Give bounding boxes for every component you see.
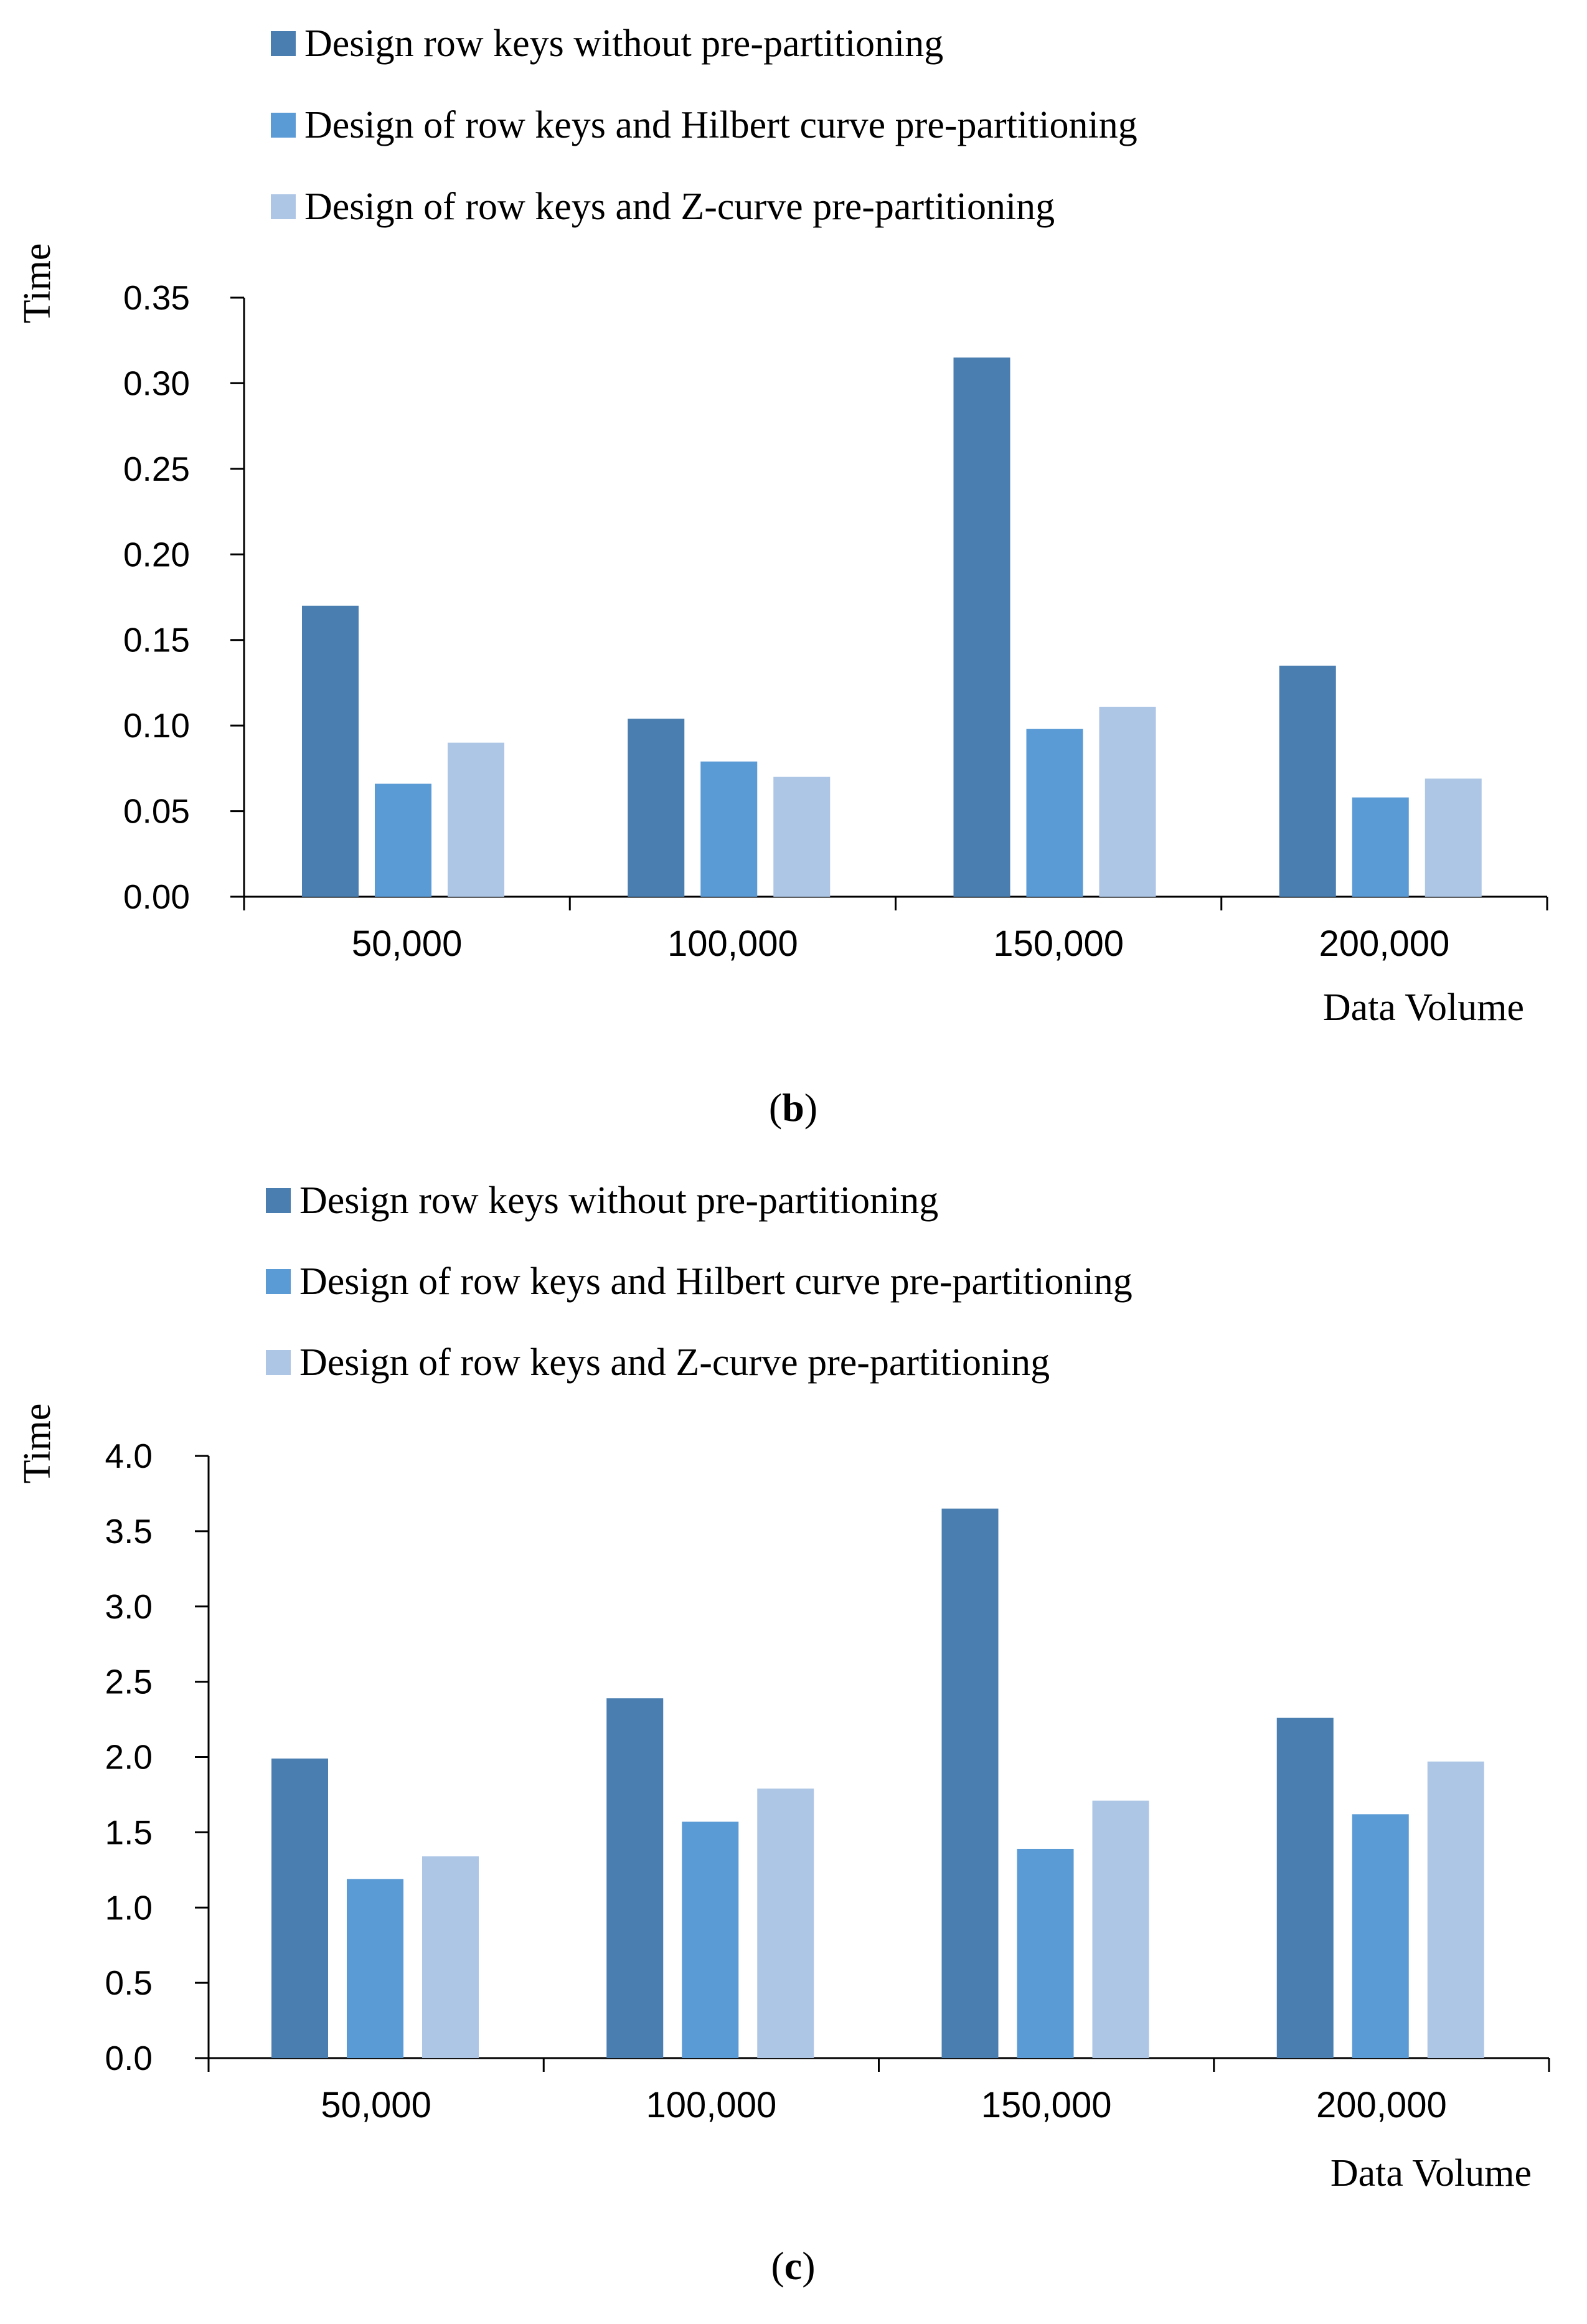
y-tick-label: 0.10 (123, 706, 190, 745)
bar (1017, 1848, 1074, 2058)
legend: Design row keys without pre-partitioning… (266, 1179, 1133, 1384)
legend-label: Design of row keys and Hilbert curve pre… (304, 104, 1137, 146)
chart-c: Design row keys without pre-partitioning… (16, 1179, 1550, 2288)
y-tick-label: 0.20 (123, 535, 190, 574)
bar (1279, 665, 1336, 897)
y-tick-label: 0.0 (105, 2039, 153, 2077)
legend: Design row keys without pre-partitioning… (271, 22, 1137, 228)
legend-swatch (271, 194, 296, 219)
y-tick-label: 0.25 (123, 450, 190, 488)
bar (700, 761, 758, 897)
legend-label: Design row keys without pre-partitioning (299, 1179, 938, 1222)
bar (302, 605, 359, 897)
bar (271, 1758, 328, 2058)
y-tick-label: 0.05 (123, 792, 190, 831)
legend-swatch (271, 31, 296, 56)
bar (757, 1788, 814, 2058)
legend-swatch (266, 1188, 291, 1213)
legend-label: Design of row keys and Hilbert curve pre… (299, 1260, 1133, 1303)
x-axis-title: Data Volume (1323, 986, 1524, 1029)
x-tick-label: 200,000 (1316, 2085, 1447, 2125)
bar (682, 1821, 739, 2058)
y-axis-title: Time (16, 1404, 59, 1484)
bar (375, 783, 431, 897)
bar (448, 742, 504, 897)
legend-swatch (266, 1269, 291, 1294)
bar (1092, 1800, 1149, 2058)
bar (1352, 1814, 1409, 2058)
caption-close: ) (802, 2244, 815, 2288)
y-tick-label: 1.5 (105, 1813, 153, 1851)
y-tick-label: 0.00 (123, 877, 190, 916)
figure-caption: (b) (769, 1085, 817, 1130)
legend-swatch (271, 113, 296, 138)
y-tick-label: 0.15 (123, 621, 190, 659)
bar (422, 1856, 479, 2058)
bar (941, 1508, 999, 2058)
caption-letter: b (782, 1085, 804, 1130)
bar (1026, 729, 1083, 897)
legend-label: Design row keys without pre-partitioning (304, 22, 943, 65)
y-tick-label: 1.0 (105, 1888, 153, 1927)
x-tick-label: 100,000 (646, 2085, 777, 2125)
figure-caption: (c) (771, 2244, 815, 2288)
caption-close: ) (804, 1085, 817, 1130)
x-tick-label: 50,000 (352, 923, 462, 964)
y-axis-title: Time (16, 243, 59, 324)
bar (606, 1698, 664, 2058)
x-tick-label: 150,000 (981, 2085, 1112, 2125)
y-tick-label: 3.5 (105, 1512, 153, 1551)
caption-open: ( (769, 1085, 782, 1130)
chart-b: Design row keys without pre-partitioning… (16, 22, 1548, 1130)
legend-label: Design of row keys and Z-curve pre-parti… (299, 1341, 1050, 1384)
x-tick-label: 100,000 (667, 923, 798, 964)
x-tick-label: 150,000 (993, 923, 1124, 964)
y-tick-label: 2.0 (105, 1738, 153, 1777)
legend-swatch (266, 1350, 291, 1375)
legend-label: Design of row keys and Z-curve pre-parti… (304, 186, 1055, 228)
y-tick-label: 3.0 (105, 1587, 153, 1626)
bar (1427, 1761, 1484, 2058)
y-tick-label: 4.0 (105, 1437, 153, 1475)
bar (1099, 706, 1156, 897)
x-tick-label: 50,000 (321, 2085, 431, 2125)
x-tick-label: 200,000 (1319, 923, 1450, 964)
caption-open: ( (771, 2244, 784, 2288)
caption-letter: c (784, 2244, 802, 2288)
bar (773, 777, 831, 897)
bar (1276, 1717, 1334, 2058)
bar (1352, 797, 1409, 897)
bar (953, 357, 1010, 897)
x-axis-title: Data Volume (1330, 2152, 1532, 2194)
bar (1425, 778, 1482, 897)
y-tick-label: 0.5 (105, 1963, 153, 2002)
bar (628, 719, 685, 897)
y-tick-label: 2.5 (105, 1663, 153, 1701)
y-tick-label: 0.35 (123, 278, 190, 317)
bar (347, 1879, 403, 2058)
y-tick-label: 0.30 (123, 364, 190, 402)
